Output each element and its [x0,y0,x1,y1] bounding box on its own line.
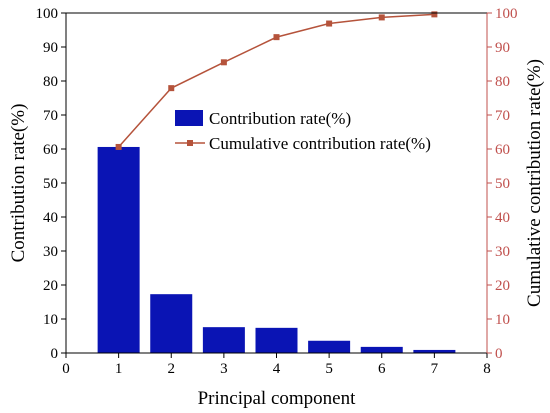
x-tick-label: 4 [273,361,281,377]
legend-label-cumulative: Cumulative contribution rate(%) [209,134,431,153]
bar [97,146,140,353]
line-point [273,34,280,41]
y-tick-label-left: 10 [43,312,58,328]
y-tick-label-left: 60 [43,142,58,158]
bar [255,327,298,353]
x-axis-title: Principal component [198,388,356,409]
y-tick-label-left: 80 [43,74,58,90]
y-tick-label-left: 0 [51,346,59,362]
y-tick-label-left: 30 [43,244,58,260]
y-tick-label-right: 40 [495,210,510,226]
legend-label-contribution: Contribution rate(%) [209,109,351,128]
x-tick-label: 6 [378,361,386,377]
y-tick-label-right: 90 [495,40,510,56]
axes-group: 0 1 2 3 4 5 6 7 80102030405060708090100010203040… [8,6,545,409]
line-point [431,11,438,18]
x-tick-label: 1 [115,361,123,377]
line-point [378,14,385,21]
x-tick-label: 3 [220,361,228,377]
bar [202,327,245,353]
y-tick-label-right: 70 [495,108,510,124]
bar [360,346,403,353]
y-tick-label-left: 40 [43,210,58,226]
y-tick-label-left: 20 [43,278,58,294]
y-tick-label-right: 100 [495,6,518,22]
line-point [220,59,227,66]
bar [150,294,193,353]
y-axis-title-left: Contribution rate(%) [8,104,29,263]
x-tick-label: 8 [483,361,491,377]
line-group [115,11,438,150]
y-tick-label-right: 60 [495,142,510,158]
legend-line-marker [187,140,193,146]
y-tick-label-left: 90 [43,40,58,56]
x-tick-label: 2 [168,361,176,377]
line-point [115,143,122,150]
y-tick-label-right: 0 [495,346,503,362]
legend-bar-swatch [175,110,203,126]
bar [413,349,456,353]
y-tick-label-left: 50 [43,176,58,192]
line-point [326,20,333,27]
bar [308,340,351,353]
y-axis-title-right: Cumulative contribution rate(%) [524,59,545,307]
x-tick-label: 7 [431,361,439,377]
legend: Contribution rate(%) Cumulative contribut… [175,109,431,153]
bars-group [97,146,456,353]
y-tick-label-right: 30 [495,244,510,260]
line-point [168,85,175,92]
y-tick-label-right: 50 [495,176,510,192]
y-tick-label-left: 70 [43,108,58,124]
y-tick-label-left: 100 [36,6,59,22]
y-tick-label-right: 10 [495,312,510,328]
x-tick-label: 0 [62,361,70,377]
x-tick-label: 5 [325,361,333,377]
y-tick-label-right: 20 [495,278,510,294]
y-tick-label-right: 80 [495,74,510,90]
